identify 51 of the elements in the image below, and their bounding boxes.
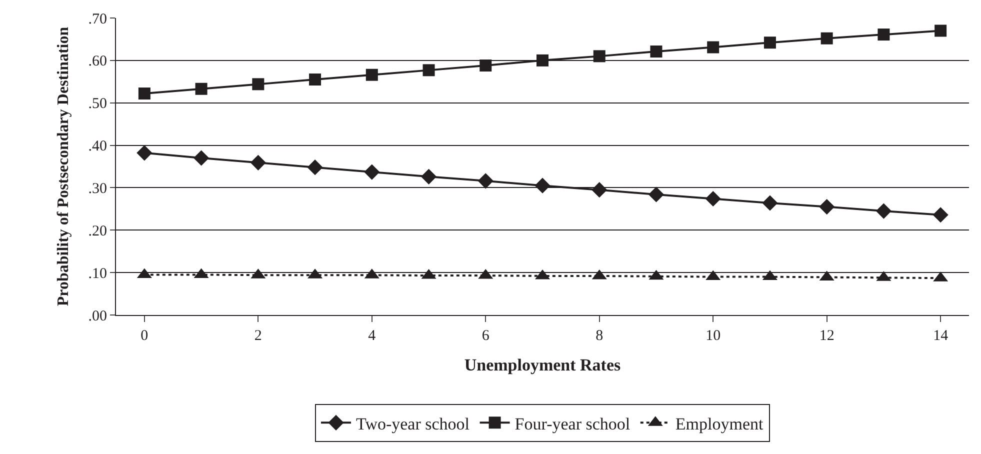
point bbox=[307, 160, 323, 176]
point bbox=[707, 41, 720, 54]
x-tick-label: 12 bbox=[819, 328, 834, 344]
point bbox=[252, 78, 264, 90]
point bbox=[878, 28, 890, 41]
x-tick-label: 2 bbox=[254, 328, 262, 344]
x-tick-label: 0 bbox=[140, 328, 148, 344]
point bbox=[534, 178, 550, 194]
y-tick-label: .00 bbox=[88, 308, 107, 324]
point bbox=[536, 54, 548, 66]
point bbox=[705, 190, 721, 207]
y-tick-label: .50 bbox=[88, 96, 107, 112]
x-tick-label: 10 bbox=[706, 328, 721, 344]
point bbox=[422, 64, 435, 76]
x-tick-label: 4 bbox=[368, 328, 376, 344]
y-tick-label: .70 bbox=[88, 11, 107, 28]
x-tick-label: 6 bbox=[482, 328, 490, 344]
x-tick-label: 14 bbox=[933, 328, 949, 344]
point bbox=[762, 195, 778, 211]
point bbox=[138, 88, 150, 100]
y-tick-label: .10 bbox=[88, 266, 107, 282]
y-axis-title: Probability of Postsecondary Destination bbox=[55, 26, 72, 306]
point bbox=[194, 150, 210, 166]
point bbox=[420, 168, 437, 184]
point bbox=[592, 182, 608, 198]
y-tick-label: .60 bbox=[88, 54, 107, 70]
point bbox=[650, 46, 662, 58]
point bbox=[480, 60, 492, 72]
point bbox=[648, 186, 664, 202]
x-axis-title: Unemployment Rates bbox=[464, 355, 622, 374]
point bbox=[932, 207, 948, 223]
point bbox=[136, 145, 152, 161]
legend-label: Employment bbox=[675, 414, 764, 434]
point bbox=[764, 36, 776, 49]
point bbox=[364, 164, 380, 180]
point bbox=[934, 24, 947, 37]
point bbox=[195, 82, 208, 95]
point bbox=[309, 74, 322, 86]
point bbox=[820, 32, 833, 44]
x-tick-label: 8 bbox=[596, 328, 604, 344]
legend-label: Two-year school bbox=[356, 414, 470, 434]
y-tick-label: .30 bbox=[88, 180, 107, 197]
y-tick-label: .40 bbox=[88, 138, 107, 155]
legend-label: Four-year school bbox=[514, 414, 630, 434]
point bbox=[876, 203, 892, 219]
point bbox=[478, 173, 494, 189]
point bbox=[366, 68, 378, 81]
point bbox=[593, 50, 606, 62]
point bbox=[819, 199, 835, 215]
point bbox=[250, 154, 266, 170]
y-tick-label: .20 bbox=[88, 223, 107, 240]
